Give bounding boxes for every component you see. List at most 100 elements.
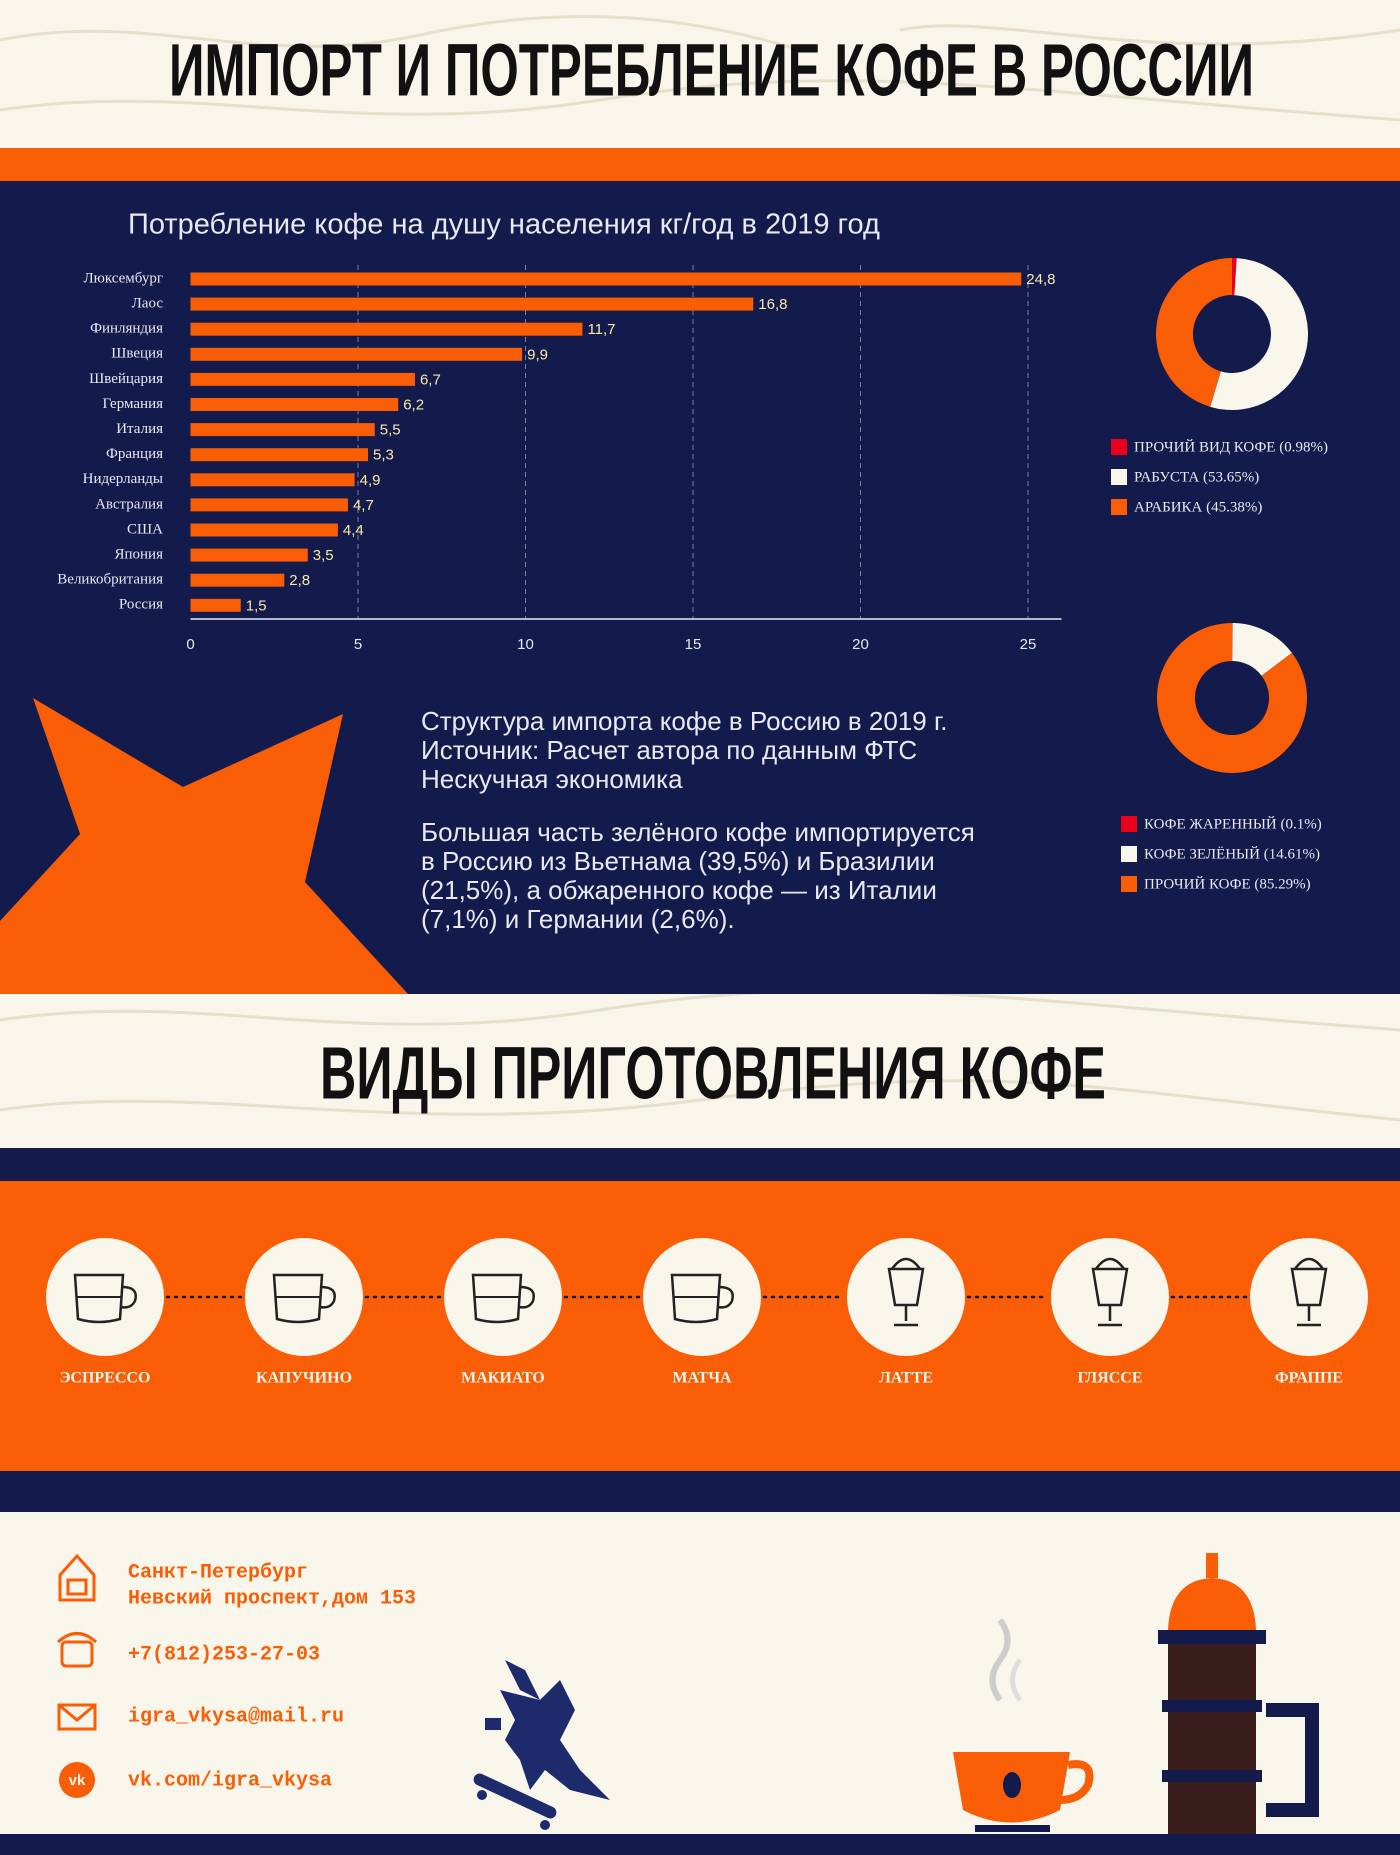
value-label: 9,9 [527, 346, 548, 363]
cup-illustration [953, 1618, 1094, 1832]
value-label: 4,7 [353, 497, 374, 514]
value-label: 11,7 [587, 321, 615, 338]
drink-label: КАПУЧИНО [256, 1370, 352, 1387]
drink-icon [1290, 1267, 1328, 1327]
legend-swatch [1111, 499, 1127, 515]
bar [190, 398, 399, 411]
legend-swatch [1121, 816, 1137, 832]
x-tick-label: 10 [517, 636, 534, 653]
legend-label: КОФЕ ЗЕЛЁНЫЙ (14.61%) [1144, 845, 1320, 862]
y-tick-label: Швейцария [89, 371, 163, 387]
drink-icon-handle [717, 1285, 734, 1309]
navy-footer-stripe [0, 1834, 1400, 1855]
legend-label: ПРОЧИЙ ВИД КОФЕ (0.98%) [1134, 438, 1328, 455]
y-tick-label: Нидерланды [83, 471, 163, 487]
y-tick-label: Франция [106, 446, 163, 462]
value-label: 16,8 [758, 296, 787, 313]
vk-link: vk.com/igra_vkysa [128, 1769, 332, 1792]
y-tick-label: Лаос [132, 296, 164, 312]
import-text: Структура импорта кофе в Россию в 2019 г… [421, 706, 975, 934]
value-label: 1,5 [246, 597, 267, 614]
contact-icons [57, 1553, 97, 1731]
drinks: ЭСПРЕССО КАПУЧИНО МАКИАТО МАТЧА ЛАТТЕ ГЛЯССЕ Ф… [46, 1238, 1368, 1387]
x-tick-label: 20 [852, 636, 869, 653]
legend-label: РАБУСТА (53.65%) [1134, 469, 1259, 485]
donut-segment [1232, 623, 1292, 676]
source-line: Структура импорта кофе в Россию в 2019 г… [421, 706, 947, 736]
paragraph-line: (7,1%) и Германии (2,6%). [421, 904, 735, 934]
drink-icon [272, 1273, 324, 1324]
legend-swatch [1121, 846, 1137, 862]
bar [190, 272, 1022, 286]
value-label: 6,2 [403, 396, 424, 413]
drink-icon [73, 1273, 125, 1324]
legend-label: КОФЕ ЖАРЕННЫЙ (0.1%) [1144, 815, 1322, 832]
vk-icon-label: vk [69, 1772, 86, 1789]
drink-circle [847, 1238, 965, 1356]
drink-label: МАКИАТО [461, 1370, 545, 1387]
bar [190, 372, 415, 386]
value-label: 5,5 [380, 422, 401, 439]
y-tick-label: Германия [103, 396, 164, 412]
french-press-illustration [1158, 1553, 1319, 1834]
y-tick-label: Швеция [111, 346, 163, 362]
orange-stripe [0, 148, 1400, 181]
chart-title: Потребление кофе на душу населения кг/го… [128, 209, 880, 241]
x-tick-label: 15 [685, 636, 702, 653]
y-tick-label: Великобритания [57, 572, 163, 588]
drink-circle [1250, 1238, 1368, 1356]
drink-icon-handle [518, 1285, 535, 1309]
drink-icon-handle [319, 1285, 336, 1309]
drink-label: ФРАППЕ [1275, 1370, 1343, 1387]
drink-label: ЭСПРЕССО [60, 1370, 151, 1387]
phone: +7(812)253-27-03 [128, 1643, 320, 1666]
paragraph-line: (21,5%), а обжаренного кофе — из Италии [421, 875, 937, 905]
y-tick-label: Финляндия [90, 321, 163, 337]
bar [190, 297, 754, 311]
drink-label: ГЛЯССЕ [1077, 1370, 1142, 1387]
legend-swatch [1111, 439, 1127, 455]
x-tick-label: 25 [1020, 636, 1037, 653]
donut-segment [1232, 258, 1237, 296]
legend-label: АРАБИКА (45.38%) [1134, 499, 1262, 515]
donut-segment [1210, 258, 1308, 410]
value-label: 2,8 [289, 572, 310, 589]
y-tick-label: Италия [116, 421, 163, 437]
navy-stripe [0, 1471, 1400, 1512]
paragraph-line: Большая часть зелёного кофе импортируетс… [421, 817, 975, 847]
fox-illustration [473, 1660, 610, 1830]
address-line: Невский проспект,дом 153 [128, 1587, 416, 1610]
bar [190, 523, 338, 537]
bar [190, 598, 241, 612]
source-line: Нескучная экономика [421, 764, 683, 794]
legend-label: ПРОЧИЙ КОФЕ (85.29%) [1144, 875, 1311, 892]
y-tick-label: США [127, 521, 163, 537]
bar [190, 498, 348, 512]
source-line: Источник: Расчет автора по данным ФТС [421, 735, 917, 765]
wood-texture [0, 15, 1400, 1122]
email: igra_vkysa@mail.ru [128, 1705, 344, 1728]
bar [190, 347, 523, 361]
navy-stripe [0, 1148, 1400, 1181]
drink-icon [1091, 1267, 1129, 1327]
header-band [0, 0, 1400, 148]
fox-ears-shape [0, 698, 408, 994]
y-tick-label: Австралия [95, 496, 163, 512]
drink-icon-handle [120, 1285, 137, 1309]
drink-circle [1051, 1238, 1169, 1356]
vk-icon [59, 1762, 95, 1798]
donut-segment [1156, 258, 1232, 407]
drink-icon [471, 1273, 523, 1324]
value-label: 6,7 [420, 371, 441, 388]
value-label: 5,3 [373, 447, 394, 464]
drink-label: ЛАТТЕ [879, 1370, 933, 1387]
legend-swatch [1121, 876, 1137, 892]
value-label: 4,9 [360, 472, 381, 489]
bar [190, 473, 355, 487]
value-label: 3,5 [313, 547, 334, 564]
value-label: 24,8 [1026, 271, 1055, 288]
section-title: ВИДЫ ПРИГОТОВЛЕНИЯ КОФЕ [320, 1032, 1106, 1115]
drink-icon [670, 1273, 722, 1324]
